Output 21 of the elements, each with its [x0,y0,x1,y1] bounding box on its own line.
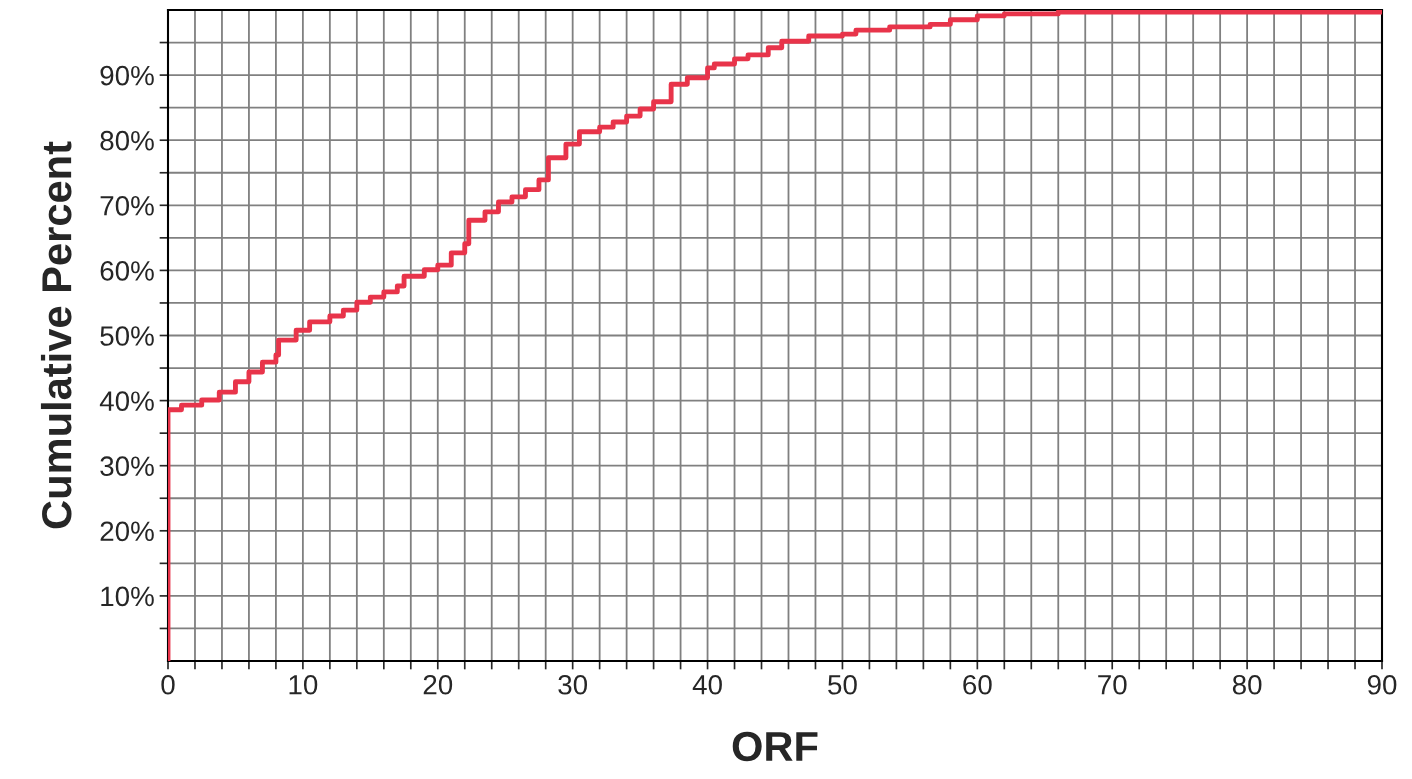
y-tick-label: 20% [100,521,154,542]
y-tick-label: 70% [100,195,154,216]
x-tick-label: 30 [558,674,588,695]
y-tick-label: 10% [101,586,154,607]
y-tick-label: 50% [100,326,154,346]
x-tick-label: 70 [1098,674,1127,695]
y-tick-label: 30% [100,456,154,477]
y-tick-label: 90% [100,65,154,86]
x-tick-label: 10 [289,674,318,695]
y-tick-label: 60% [100,261,154,281]
y-axis-title: Cumulative Percent [40,141,72,529]
x-tick-label: 80 [1232,674,1262,695]
y-tick-label: 40% [99,391,154,411]
x-tick-label: 40 [692,674,722,695]
y-tick-label: 80% [100,130,154,151]
x-tick-label: 20 [423,674,453,695]
x-tick-label: 0 [161,674,175,695]
x-tick-label: 90 [1367,674,1397,695]
x-tick-label: 50 [828,674,857,695]
x-axis-title: ORF [732,731,818,762]
x-tick-label: 60 [963,674,992,695]
